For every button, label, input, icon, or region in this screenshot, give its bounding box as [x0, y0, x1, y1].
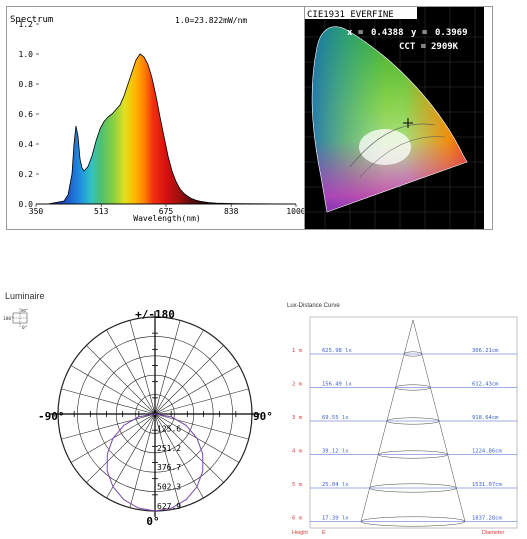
polar-spoke: [154, 413, 204, 499]
polar-spoke: [86, 345, 156, 415]
cie-panel-strip: [484, 6, 493, 230]
lux-height-label: 5 m: [292, 482, 303, 488]
polar-radial-tick: 502.3: [157, 483, 181, 492]
spectrum-y-tick: 1.2: [19, 20, 34, 29]
polar-spoke: [154, 365, 240, 415]
polar-bottom-label: 0°: [146, 515, 159, 528]
polar-radial-tick: 627.9: [157, 502, 181, 511]
polar-spoke: [129, 320, 156, 415]
polar-spoke: [154, 413, 181, 508]
lux-e-header: E: [322, 530, 326, 536]
lux-diameter-label: 612.43cm: [472, 382, 499, 388]
spectrum-panel: Spectrum 1.0=23.822mW/nm 0.0 0.2 0.4 0.6 0.8…: [6, 6, 306, 230]
plane-legend-90: 90°: [21, 308, 28, 313]
polar-right-label: 90°: [253, 410, 273, 423]
luminaire-title: Luminaire: [5, 291, 45, 301]
plane-legend-0: 0°: [22, 325, 28, 331]
spectrum-x-tick: 513: [94, 207, 109, 216]
lux-diameter-header: Diameter: [482, 530, 504, 536]
spectrum-y-ticks: 0.0 0.2 0.4 0.6 0.8 1.0 1.2: [19, 20, 39, 209]
cie-x-value: 0.4388: [371, 28, 404, 38]
spectrum-xlabel: Wavelength(nm): [133, 214, 200, 223]
polar-spoke: [61, 413, 156, 440]
polar-spoke: [154, 413, 224, 483]
spectrum-x-tick: 675: [159, 207, 174, 216]
luminaire-chart: 90° 180° 0° 125.6 251.2 376.7 502.3 627.9 +/…: [3, 308, 273, 528]
lux-cone-edge-left: [360, 319, 414, 522]
spectrum-y-tick: 1.0: [19, 50, 34, 59]
cie-title-text: CIE1931 EVERFINE: [307, 10, 394, 20]
lux-diameter-label: 918.64cm: [472, 415, 499, 421]
lux-value-label: 17.39 lx: [322, 516, 349, 522]
lux-height-label: 4 m: [292, 449, 303, 455]
cie-y-value: 0.3969: [435, 28, 468, 38]
polar-spoke: [154, 413, 249, 440]
lux-value-label: 156.49 lx: [322, 382, 352, 388]
polar-radial-tick: 251.2: [157, 444, 181, 453]
polar-radial-tick: 376.7: [157, 463, 181, 472]
spectrum-x-ticks: 350 513 675 838 1000: [29, 204, 306, 216]
polar-left-label: -90°: [38, 410, 65, 423]
spectrum-title: Spectrum: [10, 15, 53, 25]
spectrum-y-tick: 0.4: [19, 140, 34, 149]
cie-cct-label: CCT =: [399, 42, 427, 52]
cie-panel: CIE1931 EVERFINE CIE1931 EVERFINE x = 0.…: [304, 6, 486, 230]
polar-spoke: [154, 388, 249, 415]
lux-height-label: 2 m: [292, 382, 303, 388]
polar-spoke: [154, 320, 181, 415]
lux-diameter-label: 306.21cm: [472, 348, 499, 354]
lux-height-label: 1 m: [292, 348, 303, 354]
polar-spoke: [70, 365, 156, 415]
lux-title: Lux-Distance Curve: [287, 303, 340, 309]
lux-height-header: Height: [292, 530, 308, 536]
cie-locus: [311, 26, 468, 213]
cie-chart: CIE1931 EVERFINE CIE1931 EVERFINE x = 0.…: [305, 7, 485, 229]
lux-value-label: 625.98 lx: [322, 348, 352, 354]
lux-cone-edge-right: [412, 319, 466, 522]
polar-spoke: [61, 388, 156, 415]
spectrum-x-tick: 1000: [286, 207, 305, 216]
lux-value-label: 25.04 lx: [322, 482, 349, 488]
spectrum-y-tick: 0.6: [19, 110, 34, 119]
lux-value-label: 69.55 lx: [322, 415, 349, 421]
lux-value-label: 39.12 lx: [322, 449, 349, 455]
lux-height-label: 6 m: [292, 516, 303, 522]
lux-rows: 1 m 625.98 lx 306.21cm 2 m 156.49 lx 612.43cm…: [292, 348, 517, 522]
polar-radial-ticks: 125.6 251.2 376.7 502.3 627.9: [157, 424, 181, 511]
cie-cct-value: 2909K: [431, 42, 459, 52]
spectrum-y-tick: 0.0: [19, 200, 34, 209]
cie-x-label: x =: [347, 28, 364, 38]
cie-y-label: y =: [411, 28, 428, 38]
polar-top-label: +/-180: [135, 308, 175, 321]
polar-spoke: [86, 413, 156, 483]
polar-spoke: [154, 329, 204, 415]
lux-diameter-label: 1531.07cm: [472, 482, 502, 488]
polar-intensity-curve: [106, 413, 204, 512]
spectrum-chart: Spectrum 1.0=23.822mW/nm 0.0 0.2 0.4 0.6 0.8…: [10, 15, 306, 223]
polar-spoke: [106, 413, 156, 499]
lux-diameter-label: 1224.86cm: [472, 449, 502, 455]
lux-height-label: 3 m: [292, 415, 303, 421]
lux-cone: [360, 319, 466, 527]
spectrum-x-tick: 350: [29, 207, 44, 216]
polar-spoke: [129, 413, 156, 508]
polar-spoke: [106, 329, 156, 415]
plane-legend-180: 180°: [3, 316, 14, 322]
lux-distance-chart: 1 m 625.98 lx 306.21cm 2 m 156.49 lx 612.43cm…: [292, 316, 518, 536]
polar-spoke: [154, 345, 224, 415]
cie-point-marker: [403, 118, 413, 128]
spectrum-y-tick: 0.2: [19, 170, 34, 179]
lux-diameter-label: 1837.28cm: [472, 516, 502, 522]
polar-radial-tick: 125.6: [157, 424, 181, 433]
plane-legend: 90° 180° 0°: [3, 308, 28, 331]
spectrum-y-tick: 0.8: [19, 80, 34, 89]
spectrum-annotation: 1.0=23.822mW/nm: [175, 16, 247, 25]
spectrum-area: [36, 53, 297, 205]
polar-grid: [50, 311, 260, 517]
spectrum-x-tick: 838: [224, 207, 239, 216]
